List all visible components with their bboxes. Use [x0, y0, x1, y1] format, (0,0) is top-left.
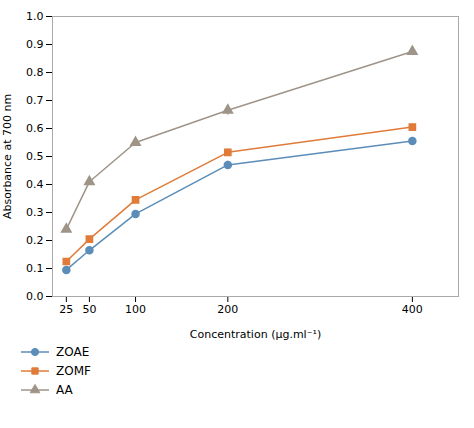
- svg-text:Absorbance at 700 nm: Absorbance at 700 nm: [1, 94, 14, 219]
- svg-text:Concentration (μg.ml⁻¹): Concentration (μg.ml⁻¹): [190, 328, 321, 341]
- html-text:AA: AA: [56, 382, 73, 397]
- svg-text:25: 25: [59, 303, 73, 316]
- svg-text:0.3: 0.3: [26, 206, 44, 219]
- svg-text:0.6: 0.6: [26, 122, 44, 135]
- svg-text:0.8: 0.8: [26, 66, 44, 79]
- svg-text:1.0: 1.0: [26, 10, 44, 23]
- html-text:ZOAE: ZOAE: [56, 344, 90, 359]
- svg-text:0.4: 0.4: [26, 178, 44, 191]
- svg-text:50: 50: [82, 303, 96, 316]
- svg-text:0.2: 0.2: [26, 234, 44, 247]
- svg-text:0.1: 0.1: [26, 262, 44, 275]
- svg-text:0.5: 0.5: [26, 150, 44, 163]
- svg-text:200: 200: [217, 303, 238, 316]
- svg-text:0.9: 0.9: [26, 38, 44, 51]
- svg-text:400: 400: [402, 303, 423, 316]
- html-text:ZOMF: ZOMF: [56, 363, 91, 378]
- svg-text:0.7: 0.7: [26, 94, 44, 107]
- svg-text:100: 100: [125, 303, 146, 316]
- svg-text:0.0: 0.0: [26, 290, 44, 303]
